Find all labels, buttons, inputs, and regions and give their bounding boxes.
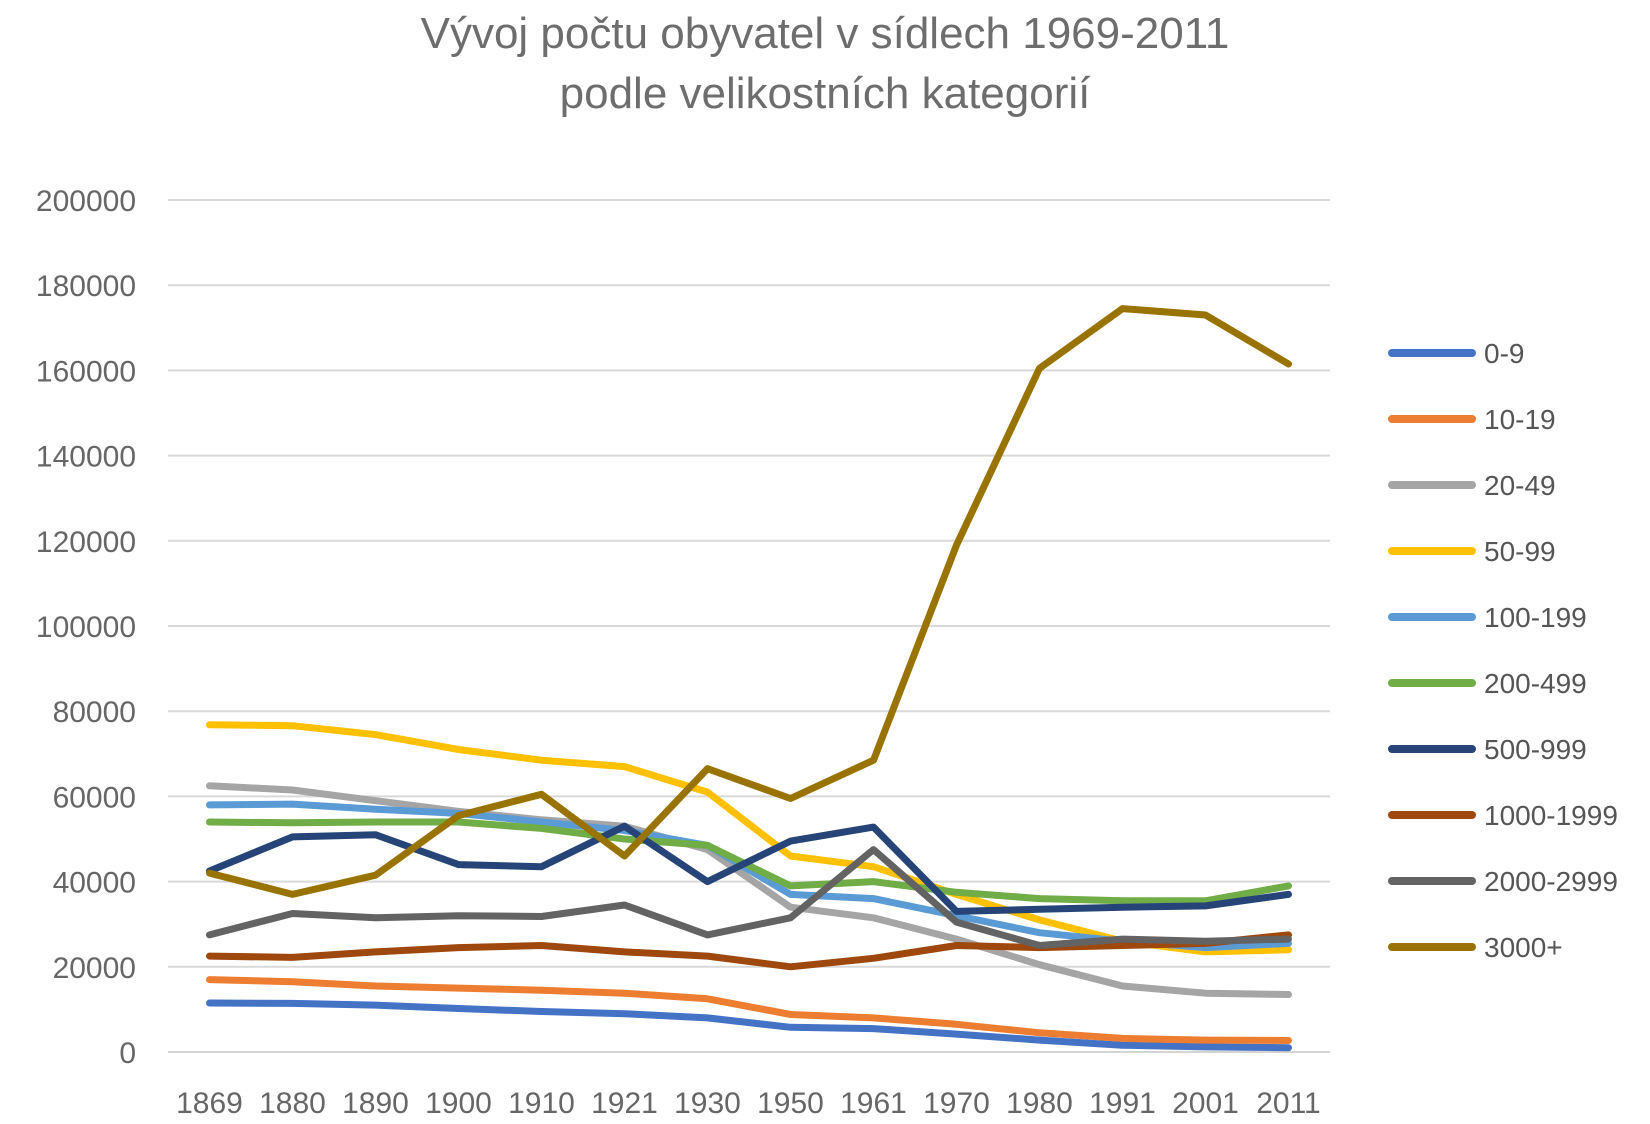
legend-label-10-19: 10-19 [1484, 404, 1556, 435]
y-tick-label: 100000 [36, 611, 136, 644]
legend-label-50-99: 50-99 [1484, 536, 1556, 567]
legend-label-200-499: 200-499 [1484, 668, 1587, 699]
x-tick-label: 1991 [1089, 1087, 1156, 1120]
x-tick-label: 1869 [176, 1087, 243, 1120]
series-line-0-9 [206, 999, 1292, 1052]
x-tick-label: 1970 [923, 1087, 990, 1120]
x-tick-label: 1961 [840, 1087, 907, 1120]
y-tick-label: 80000 [53, 696, 136, 729]
legend-label-20-49: 20-49 [1484, 470, 1556, 501]
legend-label-0-9: 0-9 [1484, 338, 1524, 369]
y-tick-label: 120000 [36, 526, 136, 559]
chart-subtitle: podle velikostních kategorií [559, 69, 1091, 118]
x-tick-label: 1980 [1006, 1087, 1073, 1120]
legend-label-2000-2999: 2000-2999 [1484, 866, 1618, 897]
legend-label-500-999: 500-999 [1484, 734, 1587, 765]
y-tick-label: 160000 [36, 355, 136, 388]
x-tick-label: 1900 [425, 1087, 492, 1120]
legend: 0-9 10-19 20-49 50-99 100-199 200-499 500-999 1… [1388, 338, 1618, 963]
x-tick-label: 1950 [757, 1087, 824, 1120]
x-tick-label: 2011 [1256, 1087, 1321, 1120]
series-line-10-19 [206, 976, 1292, 1044]
y-tick-label: 180000 [36, 270, 136, 303]
y-tick-label: 140000 [36, 441, 136, 474]
x-tick-label: 1921 [591, 1087, 658, 1120]
y-tick-label: 200000 [36, 185, 136, 218]
series-line-3000+ [206, 305, 1292, 898]
legend-label-1000-1999: 1000-1999 [1484, 800, 1618, 831]
x-axis: 1869 1880 1890 1900 1910 1921 1930 1950 1961 1970… [176, 1087, 1321, 1120]
x-tick-label: 1890 [342, 1087, 409, 1120]
legend-label-100-199: 100-199 [1484, 602, 1587, 633]
x-tick-label: 1930 [674, 1087, 741, 1120]
gridlines [168, 199, 1330, 1053]
series-line-200-499 [206, 818, 1292, 905]
x-tick-label: 1910 [508, 1087, 575, 1120]
series-lines [206, 305, 1292, 1052]
legend-label-3000+: 3000+ [1484, 932, 1563, 963]
y-axis: 0 20000 40000 60000 80000 100000 120000 140000 1… [36, 185, 136, 1070]
y-tick-label: 0 [119, 1037, 136, 1070]
x-tick-label: 2001 [1172, 1087, 1239, 1120]
x-tick-label: 1880 [259, 1087, 326, 1120]
series-line-1000-1999 [206, 931, 1292, 971]
y-tick-label: 20000 [53, 952, 136, 985]
series-line-20-49 [206, 782, 1292, 998]
series-line-2000-2999 [206, 846, 1292, 949]
y-tick-label: 40000 [53, 867, 136, 900]
chart-title: Vývoj počtu obyvatel v sídlech 1969-2011 [420, 9, 1230, 58]
series-line-500-999 [206, 822, 1292, 915]
y-tick-label: 60000 [53, 781, 136, 814]
